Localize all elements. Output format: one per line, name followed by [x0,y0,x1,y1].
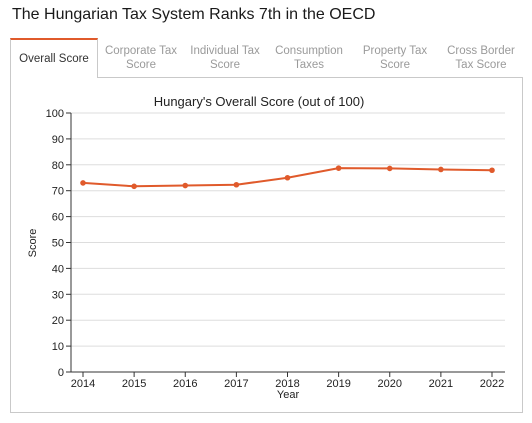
tab-consumption-taxes[interactable]: Consumption Taxes [266,38,352,78]
axes [66,112,505,377]
x-tick-label: 2022 [480,378,504,390]
x-tick-label: 2020 [378,378,402,390]
y-tick-label: 70 [52,186,64,198]
chart-title: Hungary's Overall Score (out of 100) [154,94,365,109]
tab-label: Individual Tax Score [190,45,260,71]
data-point-2017[interactable] [233,181,240,188]
data-point-2016[interactable] [182,182,189,189]
y-axis-label: Score [27,229,39,258]
tab-label: Cross Border Tax Score [447,45,515,71]
tab-bar: Overall Score Corporate Tax Score Indivi… [10,38,524,78]
tab-label: Property Tax Score [362,45,428,71]
data-point-2019[interactable] [335,165,342,171]
data-point-2020[interactable] [386,165,393,172]
x-tick-label: 2014 [71,378,95,390]
data-point-2018[interactable] [284,174,291,181]
y-tick-label: 50 [52,238,64,250]
line-chart: Hungary's Overall Score (out of 100) 0 10… [27,94,505,401]
x-tick-label: 2019 [326,378,350,390]
tab-label: Corporate Tax Score [104,45,178,71]
tab-property-tax-score[interactable]: Property Tax Score [352,38,438,78]
gridlines [71,112,505,347]
y-tick-label: 60 [52,212,64,224]
x-tick-label: 2015 [122,378,146,390]
y-tick-label: 20 [52,315,64,327]
y-tick-label: 100 [46,108,64,120]
y-tick-label: 40 [52,263,64,275]
y-tick-label: 80 [52,160,64,172]
data-point-2022[interactable] [489,167,495,174]
chart-panel: Hungary's Overall Score (out of 100) 0 10… [10,77,523,413]
series-hungary [80,165,495,190]
tab-overall-score[interactable]: Overall Score [10,38,98,78]
y-tick-labels: 0 10 20 30 40 50 60 70 80 90 100 [46,108,64,379]
x-tick-label: 2021 [429,378,453,390]
tab-cross-border-tax-score[interactable]: Cross Border Tax Score [438,38,524,78]
x-tick-label: 2018 [275,378,299,390]
x-tick-label: 2017 [224,378,248,390]
x-tick-labels: 2014 2015 2016 2017 2018 2019 2020 2021 2022 [71,378,504,390]
tab-individual-tax-score[interactable]: Individual Tax Score [184,38,266,78]
y-tick-label: 0 [58,367,64,379]
x-tick-label: 2016 [173,378,197,390]
y-tick-label: 30 [52,289,64,301]
page-title: The Hungarian Tax System Ranks 7th in th… [12,6,376,23]
x-axis-label: Year [277,389,300,401]
data-point-2015[interactable] [131,183,137,190]
tab-label: Consumption Taxes [275,45,343,71]
tab-corporate-tax-score[interactable]: Corporate Tax Score [98,38,184,78]
y-tick-label: 10 [52,341,64,353]
data-point-2021[interactable] [438,166,444,173]
y-tick-label: 90 [52,134,64,146]
data-point-2014[interactable] [80,180,86,186]
